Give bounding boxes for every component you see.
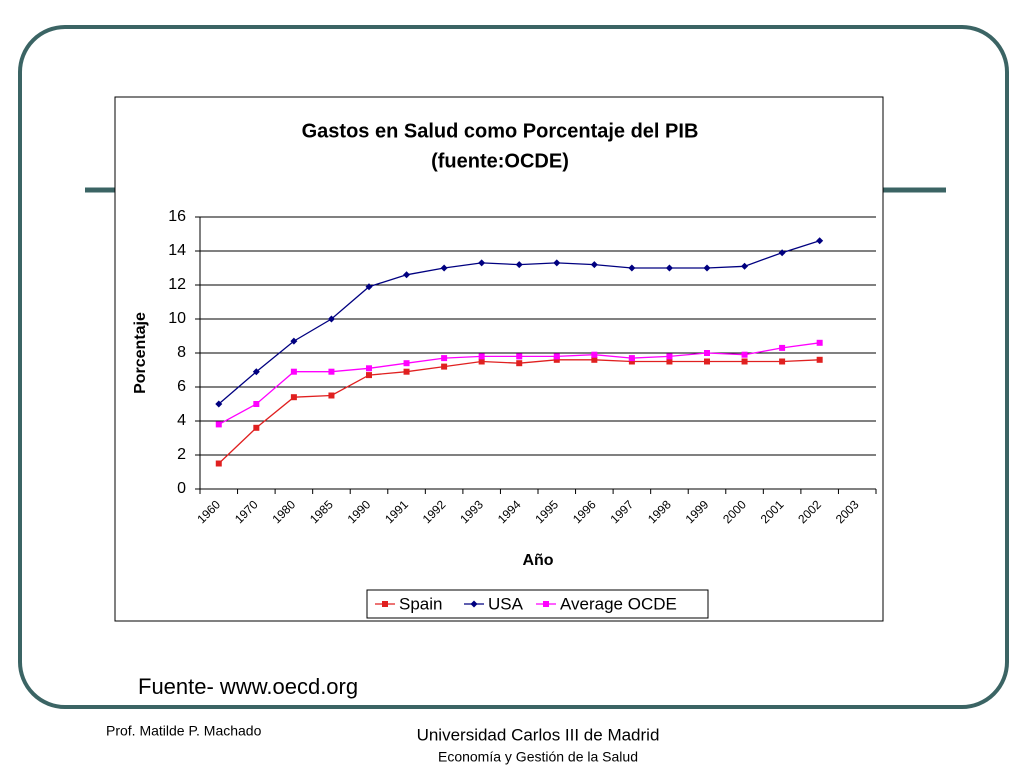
- y-tick-label: 0: [177, 480, 186, 497]
- y-tick-label: 14: [168, 242, 186, 259]
- marker: [440, 264, 448, 272]
- y-tick-label: 8: [177, 344, 186, 361]
- marker: [403, 368, 410, 375]
- marker: [741, 262, 749, 270]
- marker: [628, 355, 635, 362]
- marker: [553, 353, 560, 360]
- marker: [816, 237, 824, 245]
- marker: [779, 344, 786, 351]
- marker: [382, 601, 388, 607]
- y-tick-label: 4: [177, 412, 186, 429]
- y-tick-label: 10: [168, 310, 186, 327]
- marker: [441, 363, 448, 370]
- x-axis-label: Año: [522, 552, 553, 569]
- marker: [591, 356, 598, 363]
- marker: [441, 355, 448, 362]
- marker: [543, 601, 549, 607]
- chart-title: Gastos en Salud como Porcentaje del PIB: [302, 120, 699, 142]
- marker: [666, 353, 673, 360]
- chart-subtitle: (fuente:OCDE): [431, 150, 569, 172]
- marker: [403, 360, 410, 367]
- marker: [591, 351, 598, 358]
- marker: [704, 358, 710, 365]
- marker: [478, 353, 485, 360]
- marker: [516, 353, 523, 360]
- y-tick-label: 12: [168, 276, 186, 293]
- marker: [403, 271, 411, 279]
- source-note: Fuente- www.oecd.org: [138, 674, 358, 699]
- marker: [328, 368, 335, 375]
- marker: [741, 358, 748, 365]
- y-tick-label: 6: [177, 378, 186, 395]
- marker: [252, 368, 260, 376]
- marker: [628, 264, 636, 272]
- marker: [290, 368, 297, 375]
- marker: [365, 283, 373, 291]
- y-axis-label: Porcentaje: [132, 312, 149, 394]
- marker: [253, 424, 260, 431]
- marker: [327, 315, 335, 323]
- marker: [553, 259, 561, 267]
- marker: [215, 460, 222, 467]
- university: Universidad Carlos III de Madrid: [417, 725, 660, 744]
- marker: [816, 339, 823, 346]
- legend-label: Average OCDE: [560, 594, 677, 613]
- marker: [328, 392, 335, 399]
- marker: [816, 356, 823, 363]
- marker: [590, 261, 598, 269]
- marker: [778, 249, 786, 257]
- y-tick-label: 2: [177, 446, 186, 463]
- marker: [478, 358, 485, 365]
- marker: [704, 350, 710, 356]
- marker: [290, 394, 297, 401]
- marker: [290, 337, 298, 345]
- y-tick-label: 16: [168, 208, 186, 225]
- marker: [366, 365, 372, 372]
- marker: [516, 360, 523, 367]
- slide-frame: [18, 25, 1009, 709]
- marker: [628, 358, 635, 365]
- marker: [703, 264, 711, 272]
- course: Economía y Gestión de la Salud: [438, 749, 638, 765]
- chart-frame: [114, 96, 884, 622]
- marker: [779, 358, 786, 365]
- marker: [478, 259, 486, 267]
- author: Prof. Matilde P. Machado: [106, 723, 262, 739]
- marker: [741, 351, 748, 358]
- legend-label: Spain: [399, 594, 442, 613]
- marker: [215, 400, 223, 408]
- marker: [553, 356, 560, 363]
- marker: [665, 264, 673, 272]
- marker: [470, 600, 478, 608]
- marker: [515, 261, 523, 269]
- legend-label: USA: [488, 594, 524, 613]
- marker: [253, 401, 260, 407]
- marker: [366, 372, 372, 379]
- marker: [666, 358, 673, 365]
- marker: [215, 421, 222, 428]
